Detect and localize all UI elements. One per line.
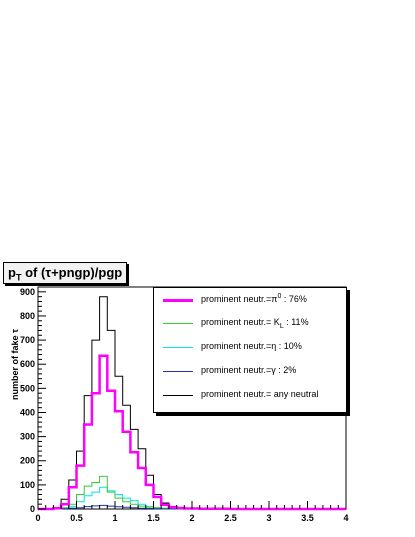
x-tick-label: 3.5 — [301, 513, 314, 523]
legend-item: prominent neutr.=π0 : 76% — [154, 290, 346, 310]
x-tick-label: 1.5 — [147, 513, 160, 523]
legend-swatch — [163, 299, 193, 302]
x-tick-label: 3 — [266, 513, 271, 523]
chart-title: pT of (τ+pngp)/pgp — [3, 262, 128, 284]
legend-swatch — [163, 323, 193, 324]
legend-label: prominent neutr.=γ : 2% — [201, 365, 296, 375]
y-tick-label: 0 — [30, 504, 35, 514]
legend-swatch — [163, 395, 193, 396]
x-tick-label: 4 — [343, 513, 348, 523]
legend-label: prominent neutr.=π0 : 76% — [201, 293, 307, 304]
axes: 0 100 200 300 400 500 600 700 800 900 0 0.5 1 1.5 2 2.5… — [20, 287, 349, 523]
y-tick-label: 700 — [20, 335, 35, 345]
y-tick-label: 900 — [20, 287, 35, 297]
y-tick-label: 100 — [20, 480, 35, 490]
title-prefix: p — [8, 265, 16, 280]
x-tick-label: 2.5 — [224, 513, 237, 523]
y-axis-label: number of fake τ — [10, 328, 20, 400]
legend-label: prominent neutr.=η : 10% — [201, 341, 302, 351]
legend-label: prominent neutr.= KL : 11% — [201, 317, 309, 330]
legend-label-suffix: : 11% — [283, 317, 309, 327]
legend-label: prominent neutr.= any neutral — [201, 389, 318, 399]
y-tick-label: 800 — [20, 311, 35, 321]
legend-item: prominent neutr.=γ : 2% — [154, 362, 346, 382]
x-tick-label: 1 — [112, 513, 117, 523]
x-tick-label: 0.5 — [70, 513, 83, 523]
legend-label-superscript: 0 — [277, 293, 282, 300]
title-suffix: of (τ+pngp)/pgp — [21, 265, 123, 280]
title-subscript: T — [15, 272, 22, 283]
legend-label-text: prominent neutr.=π — [201, 294, 278, 304]
legend-label-text: prominent neutr.=γ : 2% — [201, 365, 297, 375]
legend-swatch — [163, 371, 193, 372]
y-tick-label: 500 — [20, 383, 35, 393]
legend-swatch — [163, 347, 193, 348]
y-tick-label: 200 — [20, 456, 35, 466]
y-tick-label: 300 — [20, 432, 35, 442]
y-tick-label: 400 — [20, 407, 35, 417]
x-tick-label: 0 — [35, 513, 40, 523]
legend-item: prominent neutr.=η : 10% — [154, 338, 346, 358]
legend-label-text: prominent neutr.=η : 10% — [201, 341, 302, 351]
legend-item: prominent neutr.= KL : 11% — [154, 314, 346, 334]
x-tick-label: 2 — [189, 513, 194, 523]
y-tick-label: 600 — [20, 359, 35, 369]
legend: prominent neutr.=π0 : 76% prominent neutr… — [153, 287, 347, 413]
legend-item: prominent neutr.= any neutral — [154, 386, 346, 406]
legend-label-subscript: L — [279, 322, 284, 330]
legend-label-text: prominent neutr.= K — [201, 317, 280, 327]
legend-label-text: prominent neutr.= any neutral — [201, 389, 319, 399]
legend-label-suffix: : 76% — [281, 294, 307, 304]
